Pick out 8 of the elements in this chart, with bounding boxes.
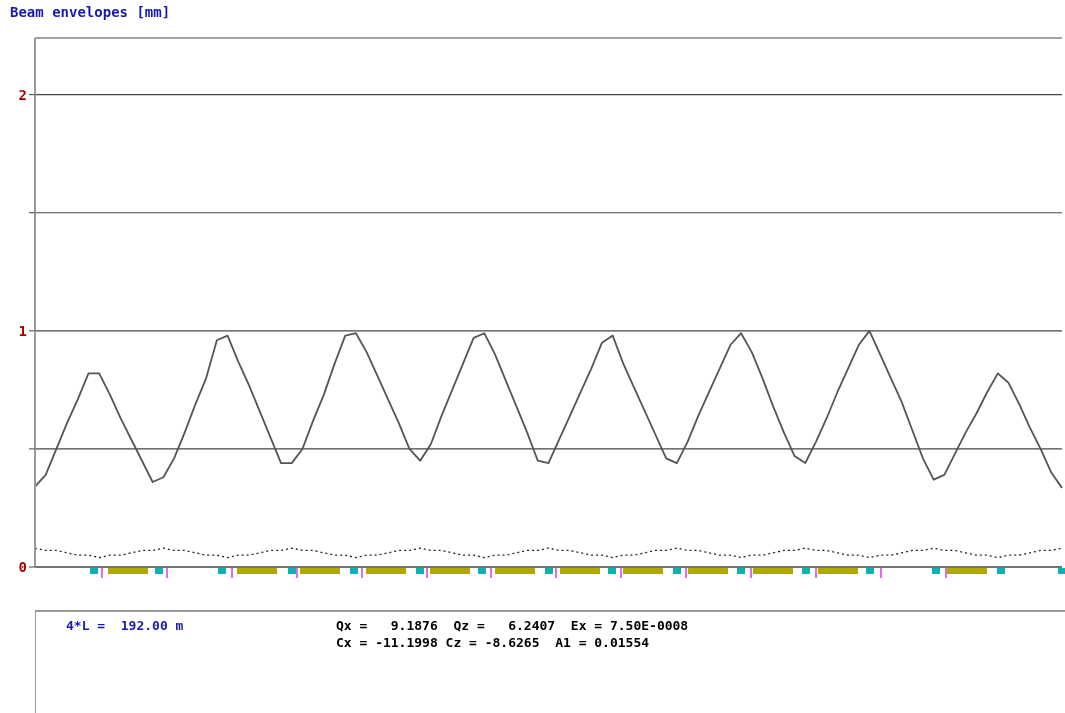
y-tick-label: 0 bbox=[18, 558, 27, 575]
line-series bbox=[34, 547, 1063, 559]
chart-title: Beam envelopes [mm] bbox=[10, 4, 171, 20]
y-tick-label: 2 bbox=[18, 86, 27, 103]
text: Cx = -11.1998 Cz = -8.6265 A1 = 0.01554 bbox=[336, 635, 650, 650]
y-tick-label: 1 bbox=[18, 322, 27, 339]
text: 4*L = 192.00 m bbox=[66, 618, 184, 633]
text: Qx = 9.1876 Qz = 6.2407 Ex = 7.50E-0008 bbox=[336, 618, 689, 633]
